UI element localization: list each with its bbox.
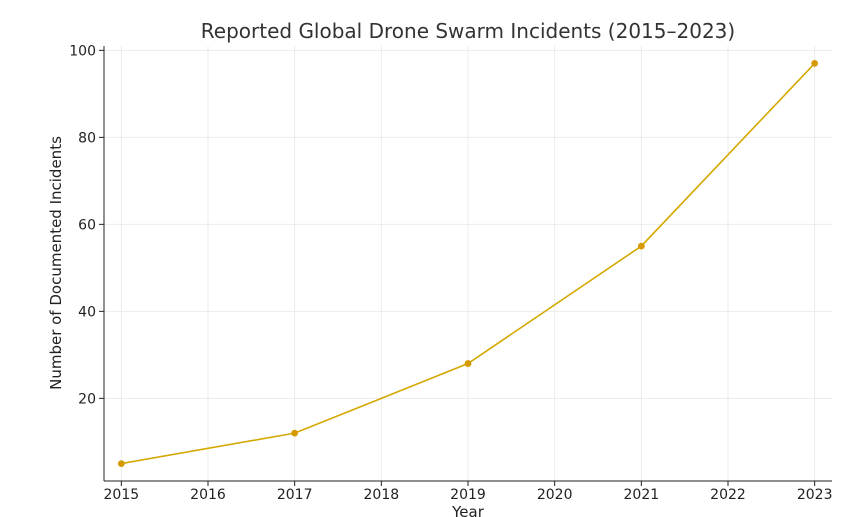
- data-point: [811, 60, 819, 67]
- grid: [104, 46, 832, 481]
- y-tick-label: 40: [78, 304, 96, 320]
- y-tick-label: 60: [78, 217, 96, 233]
- y-axis-label: Number of Documented Incidents: [47, 136, 65, 390]
- x-tick-label: 2020: [537, 487, 573, 503]
- data-point: [117, 460, 125, 467]
- axes: 2015 2016 2017 2018 2019 2020 2021 2022 2023 20 40…: [69, 43, 832, 503]
- chart-title: Reported Global Drone Swarm Incidents (2…: [201, 19, 735, 43]
- x-tick-label: 2018: [364, 487, 400, 503]
- x-axis-label: Year: [451, 503, 485, 517]
- x-tick-label: 2016: [190, 487, 226, 503]
- y-tick-label: 100: [69, 43, 96, 59]
- x-tick-label: 2015: [104, 487, 140, 503]
- x-tick-label: 2023: [797, 487, 833, 503]
- data-point: [637, 242, 645, 250]
- y-tick-label: 80: [78, 130, 96, 146]
- x-tick-label: 2019: [450, 487, 486, 503]
- x-tick-label: 2022: [710, 487, 746, 503]
- x-tick-label: 2021: [624, 487, 660, 503]
- x-tick-label: 2017: [277, 487, 313, 503]
- data-point: [291, 429, 299, 437]
- y-tick-label: 20: [78, 391, 96, 407]
- series-layer: [117, 60, 819, 467]
- data-point: [464, 360, 472, 367]
